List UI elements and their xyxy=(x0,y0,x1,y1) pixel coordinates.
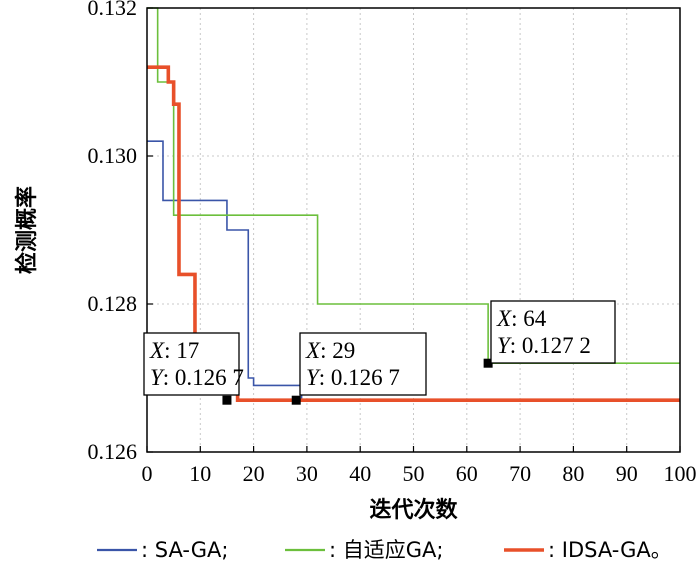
datatip-y-text: Y: 0.127 2 xyxy=(497,333,591,358)
y-tick-label: 0.130 xyxy=(88,143,138,168)
datatip-box xyxy=(490,300,616,364)
x-axis-title: 迭代次数 xyxy=(369,497,458,523)
x-tick-label: 80 xyxy=(562,461,584,486)
datatip-marker xyxy=(291,395,301,405)
datatip-x-text: X: 17 xyxy=(149,338,199,363)
datatip-marker xyxy=(483,358,493,368)
datatip-marker xyxy=(222,395,232,405)
x-tick-label: 20 xyxy=(243,461,265,486)
x-tick-label: 0 xyxy=(142,461,153,486)
legend-label-3: : IDSA-GA。 xyxy=(548,538,672,562)
x-tick-label: 30 xyxy=(296,461,318,486)
datatip-box xyxy=(143,332,240,396)
x-tick-label: 40 xyxy=(349,461,371,486)
legend-label-2: : 自适应GA; xyxy=(329,538,443,562)
x-tick-label: 50 xyxy=(403,461,425,486)
datatip-x-text: X: 64 xyxy=(496,306,547,331)
datatip-y-text: Y: 0.126 7 xyxy=(150,365,244,390)
datatips: X: 17Y: 0.126 7X: 29Y: 0.126 7X: 64Y: 0.… xyxy=(143,300,616,405)
y-tick-label: 0.132 xyxy=(88,0,138,20)
x-tick-label: 60 xyxy=(456,461,478,486)
datatip-y-text: Y: 0.126 7 xyxy=(306,365,400,390)
y-tick-label: 0.128 xyxy=(88,291,138,316)
datatip-x-text: X: 29 xyxy=(305,338,355,363)
legend-label-1: : SA-GA; xyxy=(141,538,228,562)
y-tick-label: 0.126 xyxy=(88,439,138,464)
datatip-box xyxy=(299,332,427,396)
x-tick-label: 70 xyxy=(509,461,531,486)
x-tick-label: 10 xyxy=(189,461,211,486)
x-tick-label: 90 xyxy=(616,461,638,486)
y-axis-title: 检测概率 xyxy=(14,186,40,274)
x-tick-label: 100 xyxy=(664,461,697,486)
ticks: 0 10 20 30 40 50 60 70 80 90 100 0.126 0.128 0.130 0.1… xyxy=(88,0,697,486)
series-line-1 xyxy=(147,140,680,401)
legend: : SA-GA; : 自适应GA; : IDSA-GA。 xyxy=(97,538,672,562)
